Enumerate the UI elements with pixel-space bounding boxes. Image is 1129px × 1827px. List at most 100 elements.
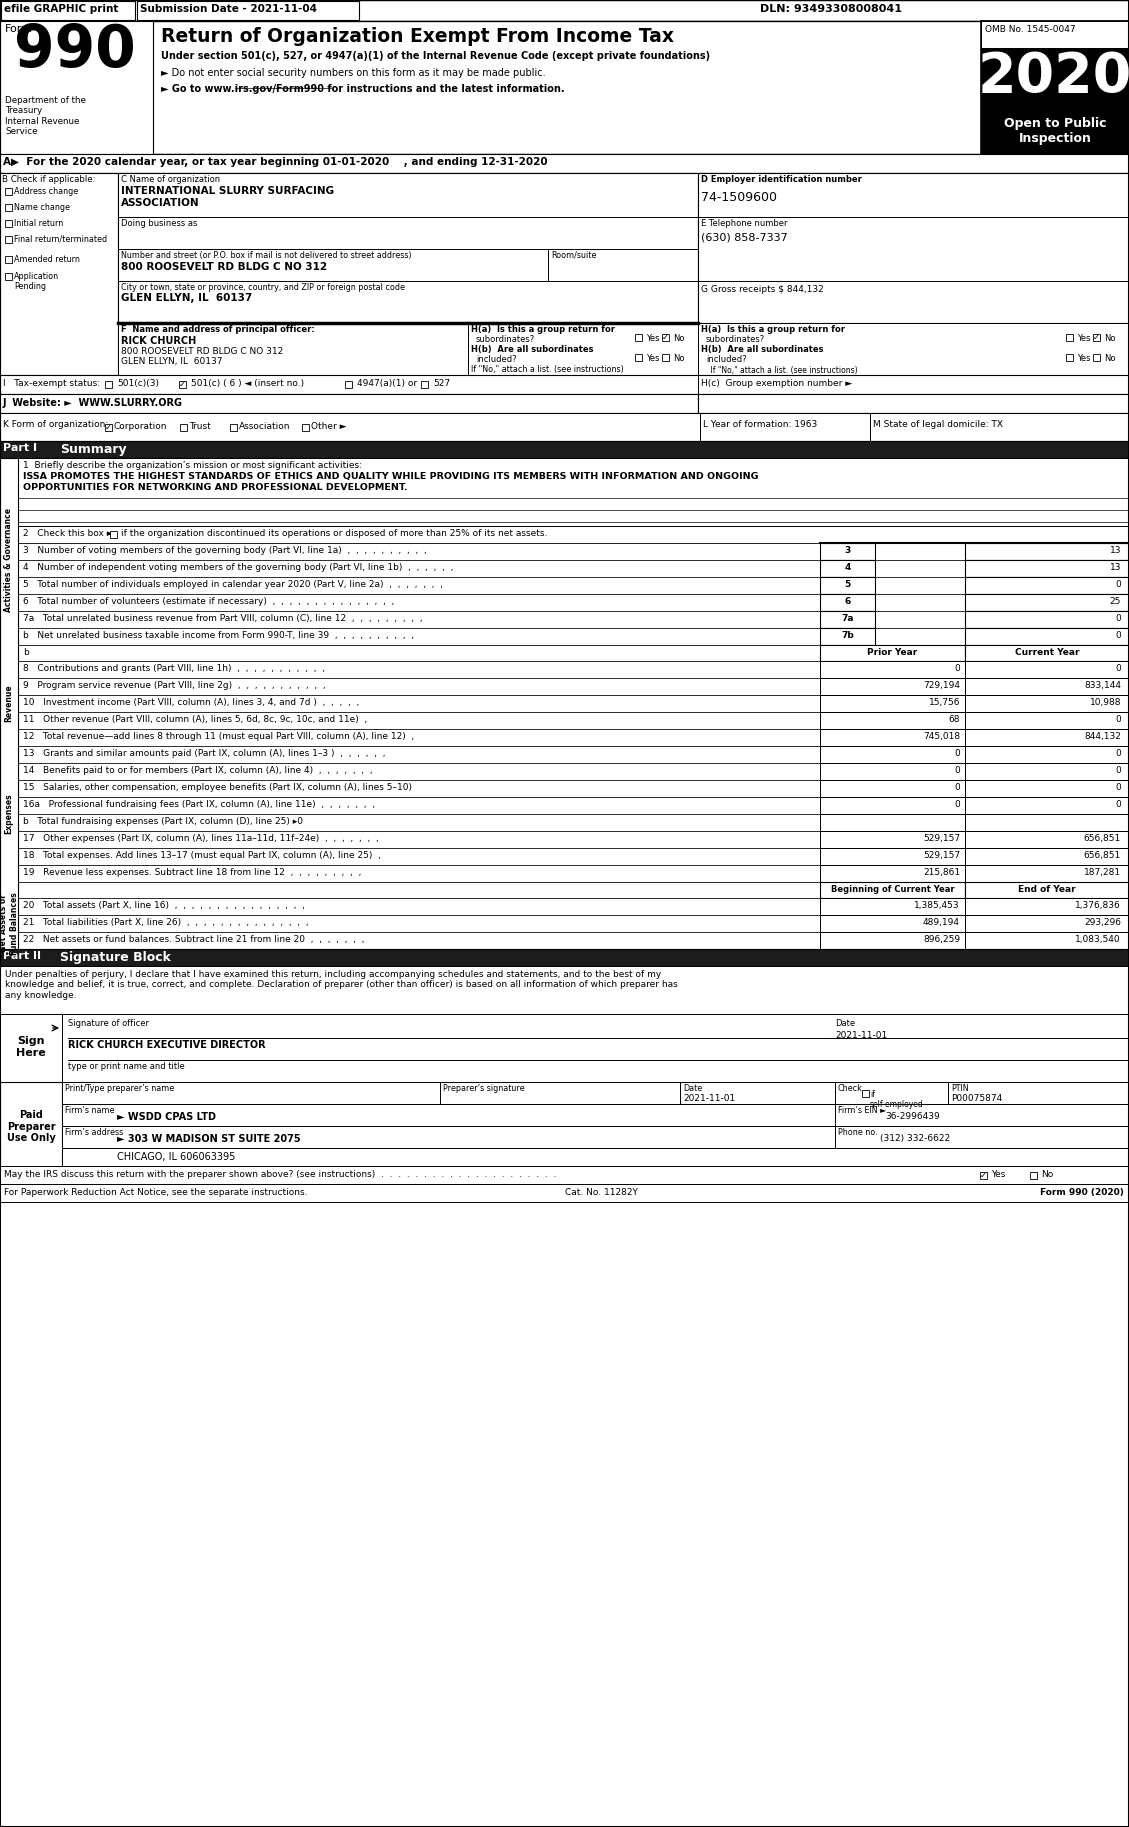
- Text: Net Assets or
Fund Balances: Net Assets or Fund Balances: [0, 892, 19, 956]
- Text: 18   Total expenses. Add lines 13–17 (must equal Part IX, column (A), line 25)  : 18 Total expenses. Add lines 13–17 (must…: [23, 851, 380, 861]
- Bar: [965, 764, 1129, 780]
- Text: Submission Date - 2021-11-04: Submission Date - 2021-11-04: [140, 4, 317, 15]
- Text: Number and street (or P.O. box if mail is not delivered to street address): Number and street (or P.O. box if mail i…: [121, 250, 412, 259]
- Text: Expenses: Expenses: [5, 793, 14, 835]
- Bar: [965, 745, 1129, 764]
- Bar: [110, 530, 116, 537]
- Bar: [0, 966, 1129, 1014]
- Text: C Name of organization: C Name of organization: [121, 175, 220, 185]
- Text: Prior Year: Prior Year: [867, 649, 918, 658]
- Text: 990: 990: [14, 22, 135, 79]
- Text: 6   Total number of volunteers (estimate if necessary)  ,  ,  ,  ,  ,  ,  ,  ,  : 6 Total number of volunteers (estimate i…: [23, 597, 394, 607]
- Bar: [0, 459, 18, 948]
- Text: Other ►: Other ►: [310, 422, 347, 431]
- Bar: [0, 797, 1129, 815]
- Text: H(a)  Is this a group return for: H(a) Is this a group return for: [471, 325, 615, 334]
- Text: 0: 0: [1115, 614, 1121, 623]
- Text: 74-1509600: 74-1509600: [701, 192, 777, 205]
- Bar: [62, 1125, 1129, 1147]
- Text: Beginning of Current Year: Beginning of Current Year: [831, 884, 954, 893]
- Text: Cat. No. 11282Y: Cat. No. 11282Y: [564, 1188, 638, 1197]
- Text: ► Do not enter social security numbers on this form as it may be made public.: ► Do not enter social security numbers o…: [161, 68, 545, 79]
- Text: Print/Type preparer’s name: Print/Type preparer’s name: [65, 1083, 174, 1093]
- Text: Yes: Yes: [1077, 354, 1091, 364]
- Bar: [820, 561, 875, 577]
- Bar: [0, 543, 1129, 561]
- Text: subordinates?: subordinates?: [476, 334, 535, 343]
- Text: 1,376,836: 1,376,836: [1075, 901, 1121, 910]
- Text: Yes: Yes: [646, 334, 659, 343]
- Text: 1,385,453: 1,385,453: [914, 901, 960, 910]
- Bar: [0, 764, 1129, 780]
- Text: Address change: Address change: [14, 186, 78, 195]
- Bar: [965, 577, 1129, 594]
- Bar: [0, 440, 1129, 459]
- Bar: [0, 848, 1129, 864]
- Bar: [5, 272, 11, 280]
- Bar: [965, 543, 1129, 561]
- Text: Doing business as: Doing business as: [121, 219, 198, 228]
- Text: Summary: Summary: [60, 442, 126, 457]
- Bar: [0, 645, 820, 661]
- Text: 25: 25: [1110, 597, 1121, 607]
- Bar: [5, 203, 11, 210]
- Text: Trust: Trust: [189, 422, 211, 431]
- Bar: [119, 174, 698, 323]
- Bar: [634, 353, 641, 360]
- Bar: [861, 1089, 868, 1096]
- Bar: [0, 831, 1129, 848]
- Text: 656,851: 656,851: [1084, 851, 1121, 861]
- Bar: [820, 594, 875, 610]
- Bar: [981, 48, 1129, 113]
- Text: 6: 6: [844, 597, 850, 607]
- Bar: [62, 1082, 1129, 1104]
- Text: No: No: [1104, 334, 1115, 343]
- Text: Paid
Preparer
Use Only: Paid Preparer Use Only: [7, 1111, 55, 1144]
- Bar: [0, 1014, 1129, 1082]
- Text: I   Tax-exempt status:: I Tax-exempt status:: [3, 378, 100, 387]
- Text: 0: 0: [954, 749, 960, 758]
- Bar: [820, 915, 965, 932]
- Text: Firm’s address: Firm’s address: [65, 1127, 123, 1136]
- Text: 0: 0: [1115, 766, 1121, 775]
- Bar: [1093, 353, 1100, 360]
- Bar: [62, 1104, 1129, 1125]
- Text: 15,756: 15,756: [928, 698, 960, 707]
- Bar: [965, 561, 1129, 577]
- Bar: [820, 678, 965, 694]
- Text: 20   Total assets (Part X, line 16)  ,  ,  ,  ,  ,  ,  ,  ,  ,  ,  ,  ,  ,  ,  ,: 20 Total assets (Part X, line 16) , , , …: [23, 901, 305, 910]
- Text: 3: 3: [844, 546, 850, 555]
- Bar: [820, 713, 965, 729]
- Bar: [0, 174, 1129, 375]
- Text: 2021-11-01: 2021-11-01: [683, 1094, 735, 1104]
- Bar: [0, 628, 1129, 645]
- Text: Open to Public
Inspection: Open to Public Inspection: [1004, 117, 1106, 144]
- Bar: [229, 424, 236, 431]
- Text: May the IRS discuss this return with the preparer shown above? (see instructions: May the IRS discuss this return with the…: [5, 1169, 557, 1178]
- Text: A▶  For the 2020 calendar year, or tax year beginning 01-01-2020    , and ending: A▶ For the 2020 calendar year, or tax ye…: [3, 157, 548, 166]
- Bar: [820, 628, 875, 645]
- Text: 13   Grants and similar amounts paid (Part IX, column (A), lines 1–3 )  ,  ,  , : 13 Grants and similar amounts paid (Part…: [23, 749, 385, 758]
- Bar: [0, 661, 1129, 678]
- Text: 0: 0: [954, 784, 960, 791]
- Text: if
self-employed: if self-employed: [870, 1091, 924, 1109]
- Text: efile GRAPHIC print: efile GRAPHIC print: [5, 4, 119, 15]
- Text: 4   Number of independent voting members of the governing body (Part VI, line 1b: 4 Number of independent voting members o…: [23, 563, 454, 572]
- Text: 187,281: 187,281: [1084, 868, 1121, 877]
- Text: 729,194: 729,194: [924, 681, 960, 691]
- Bar: [965, 661, 1129, 678]
- Text: 7b: 7b: [841, 630, 854, 639]
- Bar: [0, 678, 1129, 694]
- Text: 5: 5: [844, 579, 850, 588]
- Bar: [0, 780, 1129, 797]
- Bar: [5, 188, 11, 194]
- Text: 8   Contributions and grants (Part VIII, line 1h)  ,  ,  ,  ,  ,  ,  ,  ,  ,  , : 8 Contributions and grants (Part VIII, l…: [23, 663, 325, 672]
- Bar: [0, 899, 1129, 915]
- Bar: [180, 424, 186, 431]
- Text: 68: 68: [948, 714, 960, 723]
- Text: 0: 0: [1115, 630, 1121, 639]
- Text: 7a: 7a: [841, 614, 854, 623]
- Text: 0: 0: [1115, 749, 1121, 758]
- Bar: [0, 413, 1129, 440]
- Text: ► Go to www.irs.gov/Form990 for instructions and the latest information.: ► Go to www.irs.gov/Form990 for instruct…: [161, 84, 564, 93]
